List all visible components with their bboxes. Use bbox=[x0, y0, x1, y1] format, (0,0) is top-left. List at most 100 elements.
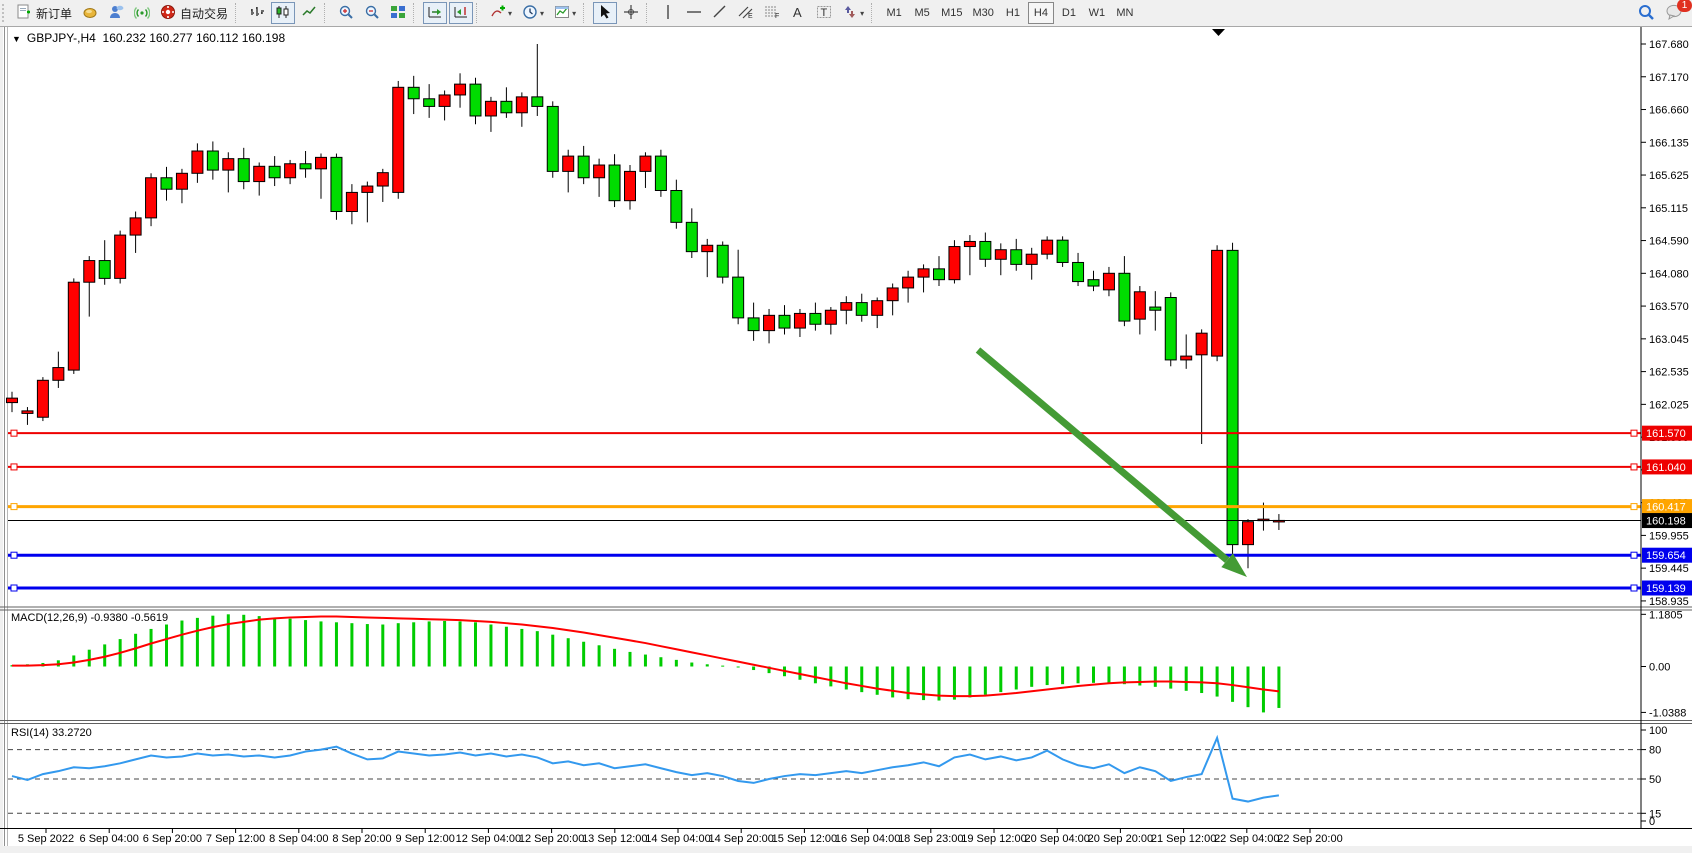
hline-handle[interactable] bbox=[1630, 503, 1638, 511]
chart-shift-marker[interactable] bbox=[1212, 29, 1225, 36]
autotrading-button[interactable]: 自动交易 bbox=[156, 2, 232, 24]
cursor-button[interactable] bbox=[593, 2, 618, 24]
axis-label: 158.935 bbox=[1649, 596, 1689, 608]
candle-up bbox=[129, 217, 142, 236]
macd-histogram-bar bbox=[829, 666, 833, 687]
hline-handle[interactable] bbox=[10, 584, 18, 592]
candlestick-chart-button[interactable] bbox=[271, 2, 296, 24]
periods-button[interactable]: ▾ bbox=[518, 2, 548, 24]
chart-header[interactable]: ▼ GBPJPY-,H4 160.232 160.277 160.112 160.… bbox=[12, 31, 285, 45]
macd-signal-line bbox=[12, 615, 1280, 698]
hline-handle[interactable] bbox=[1630, 584, 1638, 592]
timeframe-h4[interactable]: H4 bbox=[1027, 2, 1054, 24]
macd-histogram-bar bbox=[195, 617, 199, 667]
timeframe-d1[interactable]: D1 bbox=[1061, 7, 1076, 19]
time-axis-label: 6 Sep 20:00 bbox=[143, 833, 202, 845]
price-badges: 161.570 161.040 160.417 160.198 159.654 159.1… bbox=[1642, 425, 1692, 596]
new-order-button[interactable]: 新订单 bbox=[12, 2, 76, 24]
search-button[interactable] bbox=[1633, 2, 1659, 24]
trendline-button[interactable] bbox=[708, 2, 732, 24]
chart-shift-button[interactable] bbox=[449, 2, 474, 24]
macd-histogram-bar bbox=[844, 666, 848, 690]
chart-collapse-icon[interactable]: ▼ bbox=[12, 34, 21, 44]
hline-handle[interactable] bbox=[10, 503, 18, 511]
timeframe-m30[interactable]: M30 bbox=[972, 7, 994, 19]
trendline-icon bbox=[712, 4, 728, 23]
hline-handle[interactable] bbox=[10, 463, 18, 471]
candle-down bbox=[206, 150, 219, 171]
toolbar-gripper[interactable] bbox=[2, 4, 9, 22]
macd-histogram-bar bbox=[582, 641, 586, 667]
indicators-button[interactable]: ▾ bbox=[486, 2, 516, 24]
arrow-head[interactable] bbox=[1221, 553, 1247, 577]
macd-histogram-bar bbox=[891, 666, 895, 698]
candle-up bbox=[438, 94, 451, 107]
macd-histogram-bar bbox=[381, 624, 385, 667]
macd-histogram-bar bbox=[1061, 666, 1065, 685]
channel-icon: E bbox=[738, 4, 754, 23]
crosshair-button[interactable] bbox=[619, 2, 643, 24]
macd-histogram-bar bbox=[566, 638, 570, 667]
text-label-button[interactable]: T bbox=[812, 2, 836, 24]
auto-scroll-button[interactable] bbox=[423, 2, 448, 24]
zoom-in-button[interactable] bbox=[334, 2, 358, 24]
bar-chart-button[interactable] bbox=[245, 2, 269, 24]
equidistant-channel-button[interactable]: E bbox=[734, 2, 758, 24]
hline-handle[interactable] bbox=[1630, 551, 1638, 559]
arrow-shaft[interactable] bbox=[975, 347, 1230, 563]
timeframe-w1[interactable]: W1 bbox=[1088, 7, 1106, 19]
candle-down bbox=[809, 312, 822, 325]
periods-dropdown-arrow[interactable]: ▾ bbox=[540, 8, 545, 18]
line-chart-button[interactable] bbox=[297, 2, 321, 24]
tile-windows-button[interactable] bbox=[386, 2, 410, 24]
macd-indicator-label: MACD(12,26,9) -0.9380 -0.5619 bbox=[11, 612, 169, 624]
hline-handle[interactable] bbox=[1630, 463, 1638, 471]
candle-down bbox=[98, 260, 111, 279]
arrows-dropdown-arrow[interactable]: ▾ bbox=[860, 8, 865, 18]
candlestick-chart-icon bbox=[275, 4, 291, 23]
fibonacci-button[interactable]: F bbox=[760, 2, 784, 24]
community-button[interactable] bbox=[104, 2, 128, 24]
macd-histogram-bar bbox=[365, 624, 369, 667]
templates-dropdown-arrow[interactable]: ▾ bbox=[572, 8, 577, 18]
vertical-line-button[interactable] bbox=[656, 2, 680, 24]
candle-up bbox=[376, 172, 389, 187]
text-button[interactable]: A bbox=[786, 2, 810, 24]
candle-up bbox=[994, 249, 1007, 260]
axis-label: 0 bbox=[1649, 816, 1655, 828]
signals-button[interactable] bbox=[130, 2, 154, 24]
zoom-out-button[interactable] bbox=[360, 2, 384, 24]
timeframe-m5[interactable]: M5 bbox=[914, 7, 930, 19]
macd-histogram-bar bbox=[1030, 666, 1034, 687]
svg-text:T: T bbox=[821, 7, 828, 19]
time-axis-label: 22 Sep 04:00 bbox=[1214, 833, 1279, 845]
timeframe-m1[interactable]: M1 bbox=[886, 7, 902, 19]
rsi-line bbox=[11, 734, 1280, 803]
template-icon bbox=[554, 4, 570, 23]
macd-histogram-bar bbox=[690, 662, 694, 667]
arrows-button[interactable]: ▾ bbox=[838, 2, 868, 24]
notification-badge[interactable]: 1 bbox=[1677, 0, 1692, 12]
svg-text:A: A bbox=[793, 5, 802, 20]
notifications-button[interactable]: 1 bbox=[1661, 0, 1692, 24]
candle-up bbox=[1211, 249, 1224, 357]
hline-handle[interactable] bbox=[10, 429, 18, 437]
macd-histogram-bar bbox=[813, 666, 817, 684]
hline-handle[interactable] bbox=[10, 551, 18, 559]
timeframe-m15[interactable]: M15 bbox=[941, 7, 963, 19]
axis-label: 167.170 bbox=[1649, 72, 1689, 84]
candle-up bbox=[793, 312, 806, 329]
time-axis-label: 21 Sep 12:00 bbox=[1151, 833, 1216, 845]
hline-handle[interactable] bbox=[1630, 429, 1638, 437]
macd-histogram-bar bbox=[721, 665, 725, 667]
market-watch-button[interactable] bbox=[78, 2, 102, 24]
timeframe-mn[interactable]: MN bbox=[1116, 7, 1134, 19]
templates-button[interactable]: ▾ bbox=[550, 2, 580, 24]
axis-label: 50 bbox=[1649, 774, 1661, 786]
indicators-dropdown-arrow[interactable]: ▾ bbox=[508, 8, 513, 18]
horizontal-line-button[interactable] bbox=[682, 2, 706, 24]
axis-label: 164.590 bbox=[1649, 236, 1689, 248]
timeframe-h1[interactable]: H1 bbox=[1005, 7, 1020, 19]
macd-histogram-bar bbox=[705, 664, 709, 667]
